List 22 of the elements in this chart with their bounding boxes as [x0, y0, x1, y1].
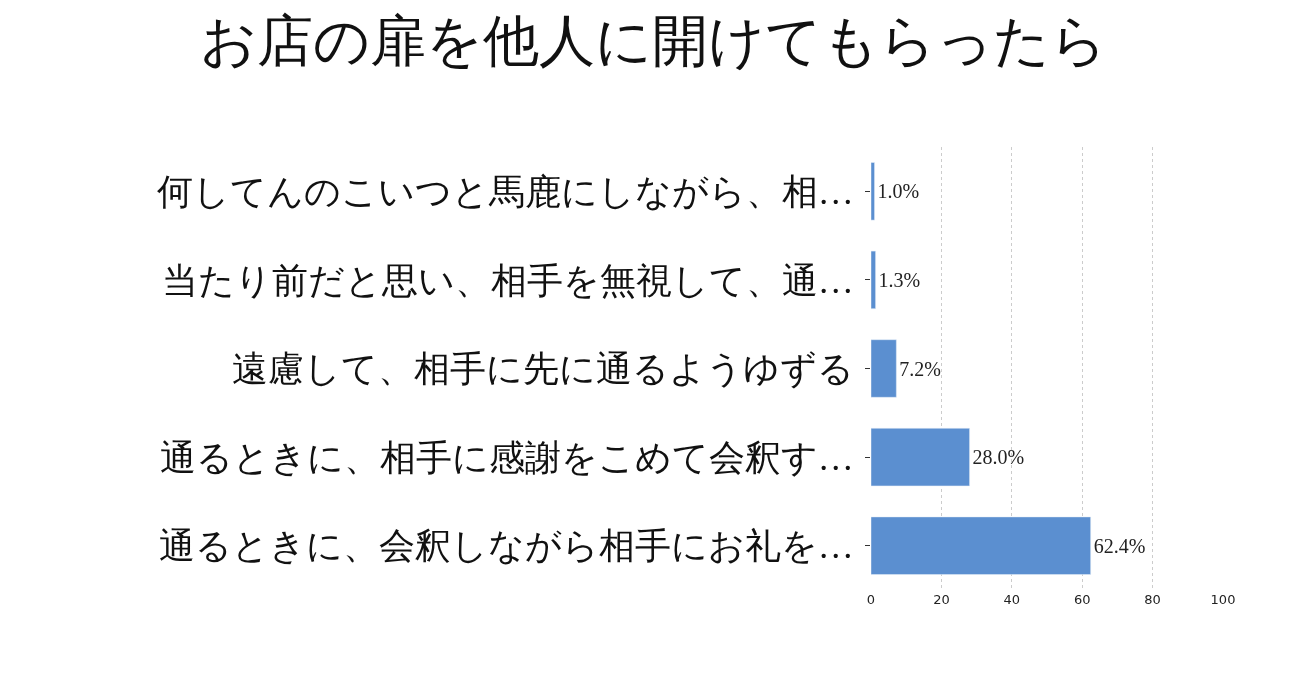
x-tick-label: 40: [1003, 592, 1021, 607]
x-tick-label: 100: [1210, 592, 1236, 607]
data-label: 62.4%: [1093, 534, 1146, 557]
data-label: 7.2%: [899, 357, 942, 380]
y-tick-label: 何してんのこいつと馬鹿にしながら、相…: [156, 171, 854, 212]
bar: [871, 162, 875, 221]
data-label: 1.3%: [878, 268, 921, 291]
x-tick-label: 0: [866, 592, 876, 607]
y-tick-label: 当たり前だと思い、相手を無視して、通…: [161, 260, 854, 301]
x-tick-label: 80: [1144, 592, 1161, 607]
bar: [871, 428, 970, 487]
bar: [871, 250, 876, 309]
data-label: 28.0%: [972, 446, 1025, 469]
x-tick-label: 60: [1073, 592, 1091, 607]
y-tick-label: 遠慮して、相手に先に通るようゆずる: [231, 349, 854, 390]
chart-title: お店の扉を他人に開けてもらったら: [199, 9, 1107, 72]
bar: [871, 339, 897, 398]
data-label: 1.0%: [877, 180, 920, 203]
bar: [871, 516, 1091, 575]
x-tick-label: 20: [933, 592, 950, 607]
y-tick-label: 通るときに、相手に感謝をこめて会釈す…: [159, 437, 854, 478]
y-tick-label: 通るときに、会釈しながら相手にお礼を…: [158, 526, 854, 567]
